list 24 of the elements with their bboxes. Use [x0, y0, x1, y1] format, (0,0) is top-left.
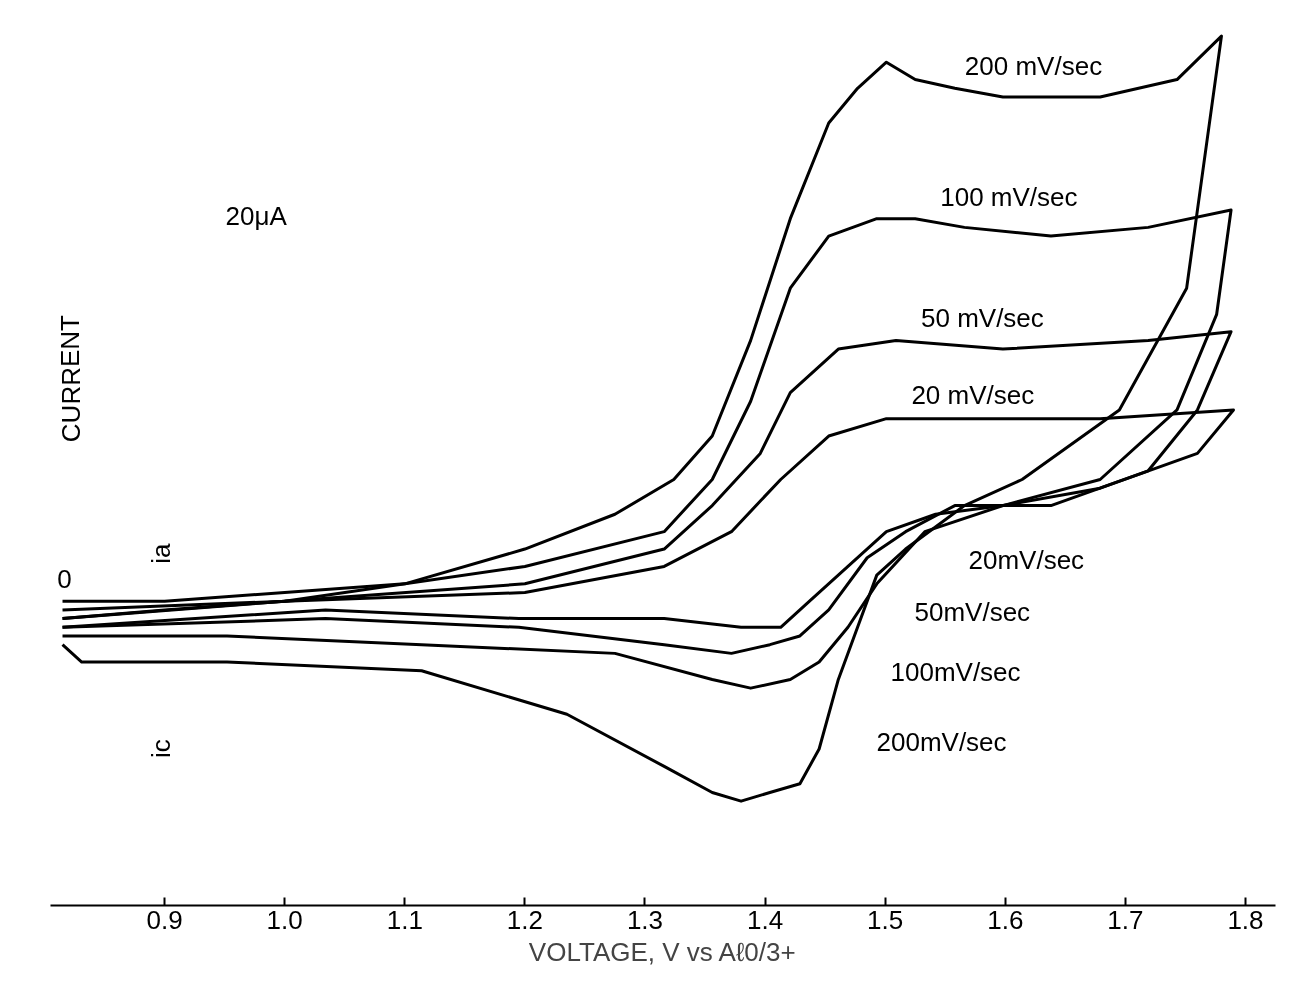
series-label: 20 mV/sec [911, 379, 1035, 410]
series-label: 50 mV/sec [920, 303, 1044, 334]
annotation: 100mV/sec [890, 656, 1021, 687]
annotation: ia [145, 542, 176, 564]
annotation: ic [145, 739, 176, 758]
x-tick-label: 1.2 [506, 904, 543, 935]
x-tick-label: 0.9 [146, 904, 183, 935]
x-tick-label: 1.1 [386, 904, 423, 935]
x-axis-title: VOLTAGE, V vs Aℓ0/3+ [528, 936, 796, 967]
annotation: 20μA [225, 200, 288, 231]
series-label: 100 mV/sec [940, 181, 1078, 212]
x-tick-label: 1.3 [626, 904, 664, 935]
annotation: CURRENT [55, 314, 86, 443]
x-tick-label: 1.0 [266, 904, 303, 935]
x-tick-label: 1.5 [867, 904, 904, 935]
annotation: 200mV/sec [876, 726, 1007, 757]
annotation: 50mV/sec [914, 596, 1031, 627]
series-label: 200 mV/sec [964, 51, 1103, 82]
x-tick-label: 1.8 [1227, 904, 1264, 935]
x-tick-label: 1.7 [1107, 904, 1144, 935]
x-tick-label: 1.4 [747, 904, 784, 935]
annotation: 0 [57, 563, 72, 594]
x-tick-label: 1.6 [987, 904, 1024, 935]
annotation: 20mV/sec [968, 544, 1085, 575]
